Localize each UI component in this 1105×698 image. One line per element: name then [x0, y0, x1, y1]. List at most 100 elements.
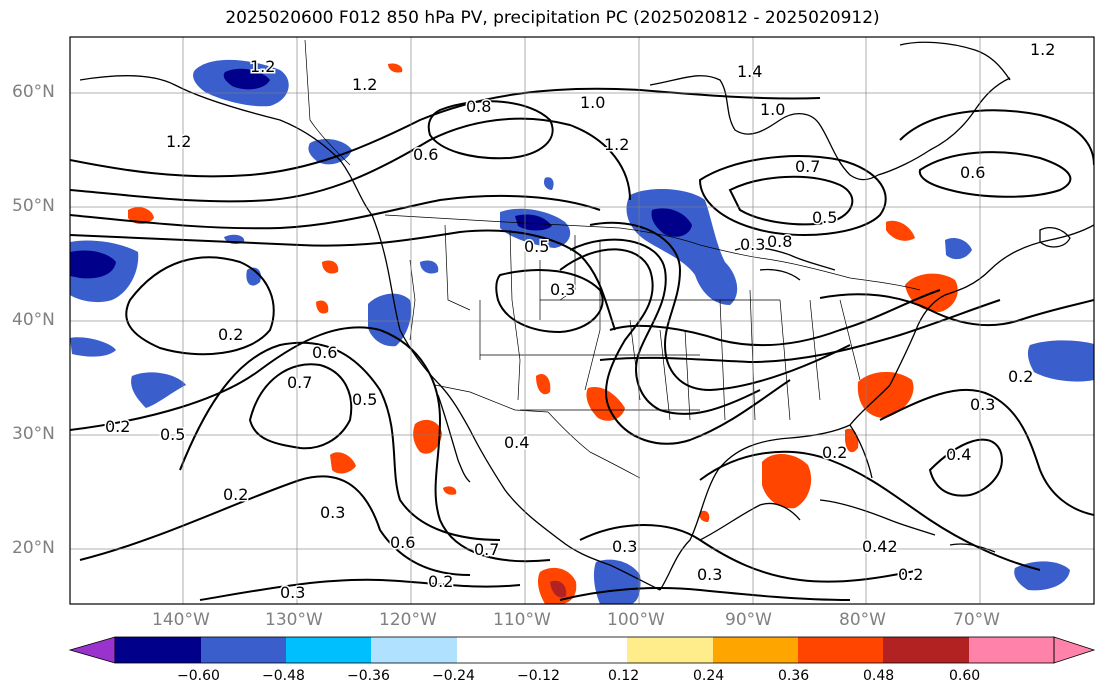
contour-label: 0.42 — [862, 537, 898, 556]
colorbar-swatch — [286, 637, 371, 663]
precip-neg-caribbean-east — [1014, 561, 1070, 591]
colorbar-frame — [114, 636, 1055, 664]
pv-contour-5 — [125, 256, 275, 356]
contour-label: 0.3 — [280, 583, 305, 602]
coastline-hudson — [649, 75, 879, 181]
states-west — [409, 224, 541, 401]
colorbar-tick-label: −0.36 — [347, 668, 390, 684]
precip-pos-pacific-4 — [330, 452, 356, 474]
coastline-gulf — [659, 424, 851, 591]
pv-contour-25 — [819, 293, 1094, 327]
map-title: 2025020600 F012 850 hPa PV, precipitatio… — [225, 8, 880, 28]
contour-label: 1.2 — [352, 75, 377, 94]
pv-contour-8 — [248, 363, 353, 450]
precip-neg-pacific-mid — [131, 372, 186, 408]
lat-label: 20°N — [12, 538, 55, 558]
precip-neg-alaska-core — [223, 68, 270, 90]
colorbar-tick-label: −0.12 — [517, 668, 560, 684]
precip-neg-small-4 — [543, 177, 554, 190]
precip-pos-pacific-1 — [128, 207, 154, 224]
pv-contour-3 — [70, 194, 601, 230]
lat-label: 30°N — [12, 424, 55, 444]
pv-contour-10 — [199, 578, 521, 601]
precip-neg-minnesota-core — [651, 208, 692, 237]
pv-contour-7 — [179, 341, 501, 541]
precip-pos-arizona — [536, 373, 551, 395]
contour-label: 1.2 — [166, 132, 191, 151]
precip-neg-pacific-west-core — [70, 250, 116, 279]
contour-label: 0.6 — [312, 343, 337, 362]
contour-label: 1.2 — [250, 57, 275, 76]
colorbar-extend-min — [68, 636, 116, 664]
pv-contour-14 — [609, 289, 941, 347]
contour-label: 0.6 — [960, 163, 985, 182]
lat-label: 40°N — [12, 310, 55, 330]
contour-label: 0.8 — [466, 97, 491, 116]
colorbar-swatch — [883, 637, 969, 663]
contour-label: 0.6 — [413, 145, 438, 164]
states-central — [559, 235, 726, 421]
contour-label: 0.2 — [822, 443, 847, 462]
contour-label: 1.4 — [737, 62, 762, 81]
lat-label: 50°N — [12, 196, 55, 216]
pv-contour-17 — [728, 175, 854, 226]
contour-label: 0.3 — [697, 565, 722, 584]
lon-label: 90°W — [725, 610, 772, 630]
border-alaska-canada — [304, 39, 351, 166]
contour-label: 0.5 — [524, 237, 549, 256]
colorbar-tick-label: 0.60 — [949, 668, 981, 684]
precip-neg-eastcanada — [945, 238, 972, 260]
lon-label: 80°W — [839, 610, 886, 630]
lon-label: 140°W — [152, 610, 210, 630]
lat-label: 60°N — [12, 82, 55, 102]
colorbar-extend-max — [1053, 636, 1096, 664]
colorbar-swatch — [969, 637, 1054, 663]
border-us-mexico — [434, 384, 641, 479]
precip-pos-quebec — [886, 220, 915, 241]
contour-label: 0.2 — [898, 565, 923, 584]
pv-contour-21 — [879, 388, 1094, 516]
precip-neg-minnesota — [626, 188, 738, 305]
pv-contour-24 — [559, 587, 851, 601]
contour-label: 0.3 — [740, 235, 765, 254]
colorbar-swatch — [713, 637, 798, 663]
precip-pos-small-1 — [388, 63, 403, 73]
contour-label: 0.2 — [218, 325, 243, 344]
contour-label: 1.0 — [760, 100, 785, 119]
states-east — [480, 289, 861, 421]
coastline-cuba — [819, 499, 936, 536]
colorbar-swatch — [457, 637, 627, 663]
contour-label: 0.3 — [970, 395, 995, 414]
colorbar-tick-label: −0.60 — [177, 668, 220, 684]
pv-contour-11 — [559, 248, 791, 445]
precip-pos-mexico-west-core — [550, 580, 567, 598]
lon-label: 120°W — [379, 610, 437, 630]
contour-label: 0.3 — [612, 537, 637, 556]
precip-pos-small-3 — [699, 510, 710, 522]
coastline-greenland — [899, 41, 1011, 81]
coastline-newfoundland — [1039, 227, 1071, 248]
pv-contour-16 — [698, 155, 887, 236]
lon-label: 100°W — [607, 610, 665, 630]
gridlines — [70, 37, 1094, 604]
coastline-eastcoast — [889, 224, 1094, 386]
lon-label: 110°W — [493, 610, 551, 630]
contour-label: 0.7 — [474, 540, 499, 559]
contour-label: 0.7 — [287, 373, 312, 392]
contour-label: 1.2 — [1030, 40, 1055, 59]
colorbar-tick-label: −0.24 — [432, 668, 475, 684]
pv-contour-20 — [699, 450, 1041, 571]
precip-pos-pacific-2 — [322, 260, 339, 274]
pv-contour-9 — [79, 475, 471, 576]
pv-contour-13 — [589, 221, 851, 392]
pv-contour-6 — [70, 326, 551, 563]
colorbar-swatch — [371, 637, 457, 663]
pv-contour-23 — [579, 524, 921, 583]
pv-contours — [70, 87, 1094, 601]
map-frame — [69, 36, 1095, 605]
lon-label: 70°W — [953, 610, 1000, 630]
contour-label: 1.0 — [580, 93, 605, 112]
contour-label: 0.2 — [428, 572, 453, 591]
colorbar-swatch — [798, 637, 883, 663]
